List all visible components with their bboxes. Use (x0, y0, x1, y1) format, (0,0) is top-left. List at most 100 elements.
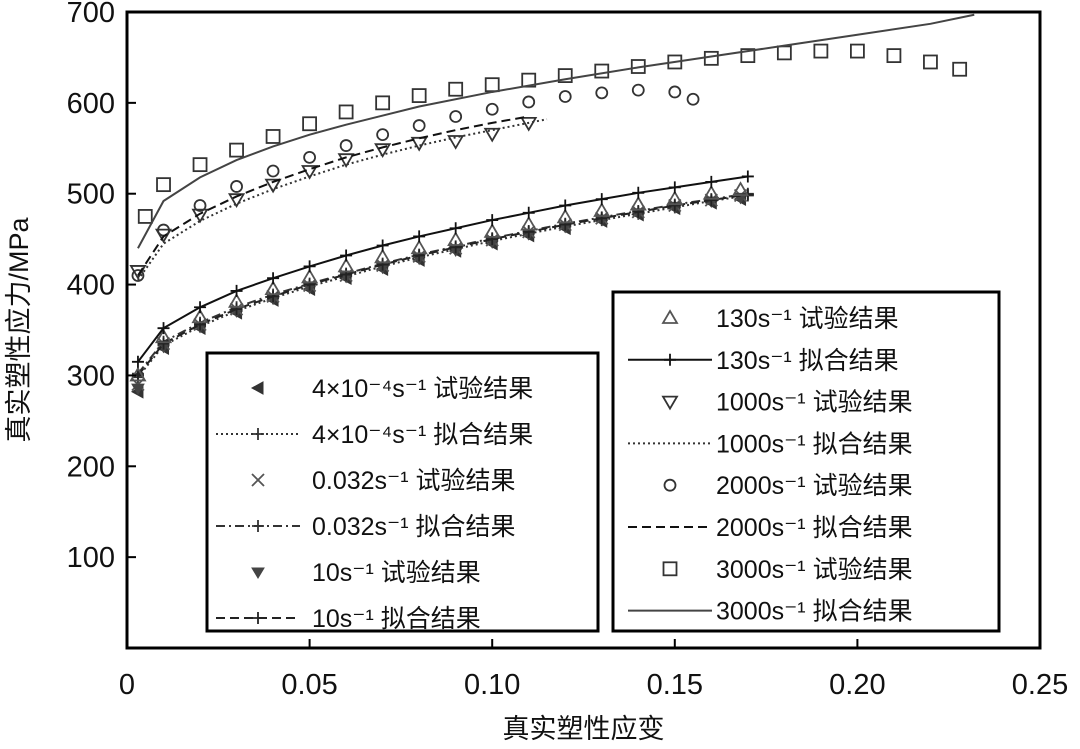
data-point (192, 157, 208, 173)
data-point (338, 104, 354, 120)
data-point (731, 181, 750, 196)
legend-entry: 2000s⁻¹ 拟合结果 (628, 514, 913, 542)
data-point (340, 249, 353, 262)
data-point (267, 272, 280, 285)
series-line-s3f (137, 193, 748, 377)
series-line-s1f (137, 194, 748, 378)
data-point (703, 50, 719, 66)
legend-marker (664, 353, 676, 366)
data-point (374, 248, 392, 264)
data-point (449, 110, 463, 123)
data-point (301, 268, 319, 284)
data-point (702, 184, 720, 200)
legend-label: 130s⁻¹ 拟合结果 (716, 347, 899, 375)
legend-entry: 130s⁻¹ 拟合结果 (628, 347, 899, 375)
data-point (520, 116, 538, 132)
data-point (194, 318, 207, 331)
x-axis-label: 真实塑性应变 (503, 714, 665, 744)
legend-entry: 0.032s⁻¹ 试验结果 (251, 467, 516, 495)
legend-entry: 10s⁻¹ 拟合结果 (216, 605, 481, 633)
y-axis-label: 真实塑性应力/MPa (4, 217, 34, 443)
y-tick-label: 200 (67, 451, 115, 483)
data-point (156, 177, 171, 193)
data-point (486, 214, 499, 227)
data-point (632, 205, 645, 218)
y-tick-label: 300 (67, 360, 115, 392)
data-point (191, 308, 209, 324)
data-point (686, 92, 700, 106)
data-point (741, 170, 754, 183)
data-point (522, 95, 536, 109)
data-point (303, 260, 316, 273)
data-point (559, 199, 572, 212)
data-point (410, 239, 428, 255)
legend-marker (252, 520, 264, 532)
data-point (411, 88, 427, 103)
y-tick-label: 400 (67, 270, 115, 302)
legend-entry: 2000s⁻¹ 试验结果 (663, 472, 913, 500)
data-point (850, 43, 865, 59)
data-point (337, 153, 355, 168)
legend-marker (251, 567, 265, 579)
data-point (484, 77, 500, 93)
legend-entry: 1000s⁻¹ 试验结果 (661, 389, 913, 417)
data-point (483, 127, 501, 143)
legend-label: 4×10⁻⁴s⁻¹ 试验结果 (312, 375, 533, 403)
data-point (448, 81, 464, 97)
series-s4f (131, 170, 754, 368)
x-tick-label: 0.15 (647, 669, 703, 701)
y-tick-label: 600 (67, 88, 115, 120)
legends: 4×10⁻⁴s⁻¹ 试验结果 4×10⁻⁴s⁻¹ 拟合结果 0.032s⁻¹ 试验结… (205, 290, 1001, 633)
x-tick-label: 0.05 (281, 669, 337, 701)
y-tick-label: 700 (67, 0, 115, 29)
data-point (227, 293, 246, 308)
series-s6e (131, 83, 700, 282)
data-point (137, 209, 153, 224)
data-point (413, 249, 426, 262)
data-point (558, 90, 572, 103)
legend-label: 3000s⁻¹ 拟合结果 (716, 598, 913, 626)
data-point (339, 139, 353, 152)
data-point (154, 328, 173, 344)
data-point (595, 193, 608, 206)
series-line-s6f (137, 115, 529, 277)
data-point (668, 199, 681, 212)
series-s7f (137, 13, 975, 249)
legend-label: 2000s⁻¹ 试验结果 (716, 472, 913, 500)
series-line-s7f (137, 13, 975, 249)
data-point (594, 63, 610, 79)
data-point (264, 178, 282, 194)
data-point (483, 223, 501, 238)
legend-label: 4×10⁻⁴s⁻¹ 拟合结果 (312, 421, 533, 449)
data-point (520, 215, 538, 231)
legend-label: 3000s⁻¹ 试验结果 (716, 556, 913, 584)
data-point (194, 301, 207, 314)
series-s6f (137, 115, 529, 277)
data-point (668, 85, 682, 99)
legend-entry: 1000s⁻¹ 拟合结果 (628, 430, 913, 458)
data-point (230, 284, 243, 297)
data-point (522, 225, 535, 238)
data-point (521, 72, 537, 88)
y-tick-label: 500 (67, 179, 115, 211)
legend-marker (252, 612, 264, 624)
data-point (447, 135, 465, 150)
legend-marker (663, 478, 677, 492)
legend-label: 1000s⁻¹ 拟合结果 (716, 430, 913, 458)
data-point (376, 128, 390, 142)
data-point (485, 102, 499, 116)
legend-entry: 0.032s⁻¹ 拟合结果 (216, 513, 516, 541)
data-point (449, 241, 462, 254)
data-point (131, 269, 145, 282)
data-point (705, 194, 718, 207)
data-point (486, 233, 499, 246)
data-point (303, 278, 316, 291)
legend-label: 10s⁻¹ 试验结果 (312, 559, 481, 587)
data-point (301, 165, 319, 180)
legend-marker (662, 561, 678, 577)
legend-label: 2000s⁻¹ 拟合结果 (716, 514, 913, 542)
series-s7e (137, 43, 968, 224)
data-point (376, 239, 389, 252)
data-point (227, 193, 246, 208)
data-point (952, 61, 968, 77)
